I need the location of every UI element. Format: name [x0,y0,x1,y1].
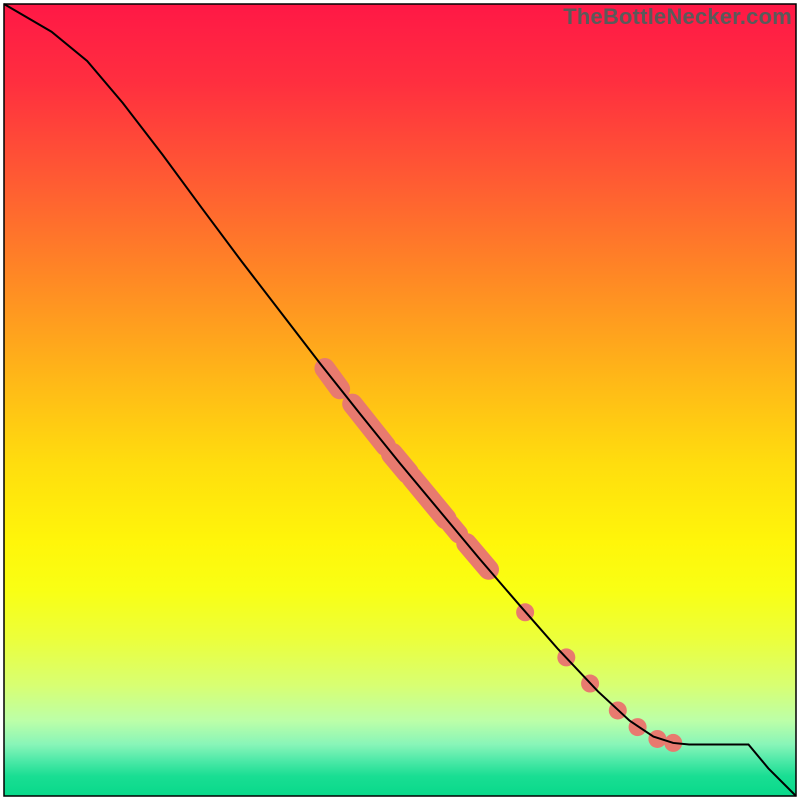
chart-svg [0,0,800,800]
watermark-text: TheBottleNecker.com [563,4,792,30]
gradient-background [4,4,796,796]
chart-container: TheBottleNecker.com [0,0,800,800]
